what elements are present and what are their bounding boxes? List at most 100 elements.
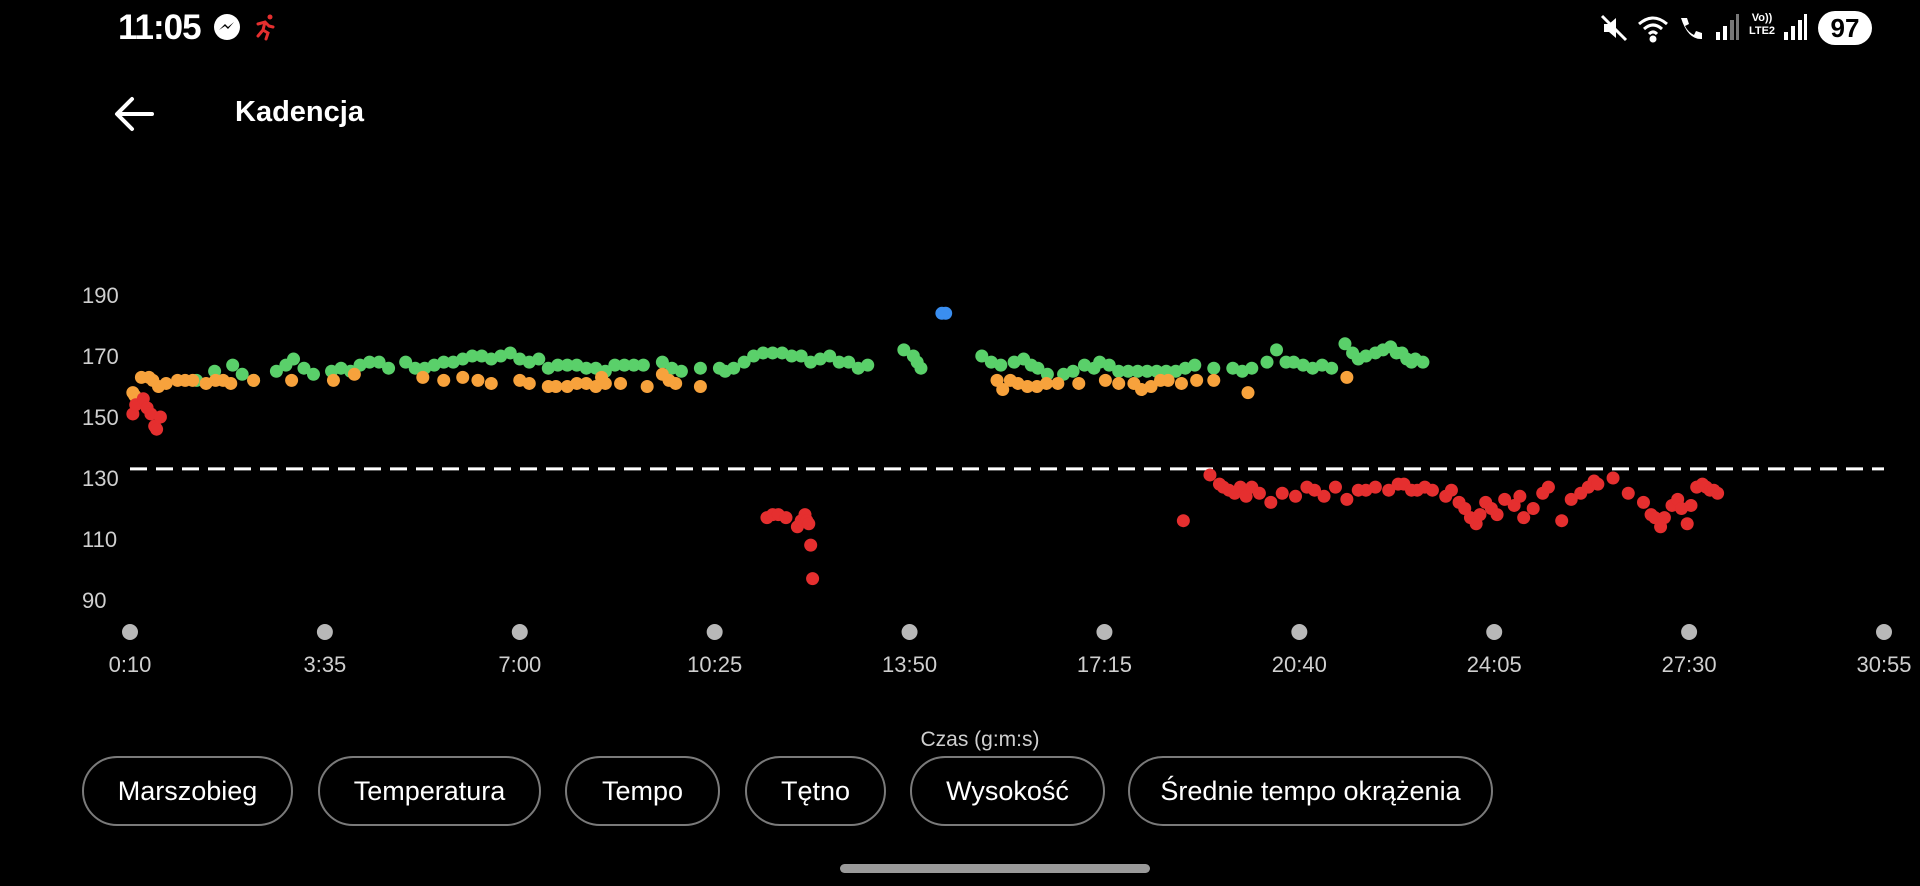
data-point — [1340, 492, 1354, 506]
tab-tetno[interactable]: Tętno — [745, 756, 886, 826]
data-point — [636, 358, 650, 372]
data-point — [655, 355, 669, 369]
data-point — [1131, 364, 1145, 378]
x-tick-label: 10:25 — [687, 652, 742, 677]
data-point — [1425, 483, 1439, 497]
x-tick-label: 24:05 — [1467, 652, 1522, 677]
data-point — [551, 358, 565, 372]
y-tick-label: 170 — [82, 344, 119, 369]
data-point — [456, 370, 470, 384]
data-point — [1112, 364, 1126, 378]
data-point — [159, 376, 173, 390]
data-point — [1072, 376, 1086, 390]
data-point — [532, 352, 546, 366]
data-point — [1245, 361, 1259, 375]
x-tick-marker — [511, 624, 528, 640]
data-point — [1121, 364, 1135, 378]
x-tick-marker — [122, 624, 138, 640]
data-point — [1176, 514, 1190, 528]
volte-icon: Vo)) LTE2 — [1748, 12, 1776, 37]
data-point — [1591, 477, 1605, 491]
arrow-left-icon — [115, 97, 154, 131]
data-point — [153, 410, 167, 424]
tab-srednie-tempo-okrazenia[interactable]: Średnie tempo okrążenia — [1128, 756, 1493, 826]
data-point — [861, 358, 875, 372]
data-point — [1444, 483, 1458, 497]
clock: 11:05 — [118, 8, 202, 47]
wifi-call-icon — [1676, 12, 1710, 49]
tab-wysokosc[interactable]: Wysokość — [910, 756, 1105, 826]
data-point — [975, 349, 989, 363]
data-point — [1328, 480, 1342, 494]
data-point — [1382, 483, 1396, 497]
data-point — [186, 373, 200, 387]
mute-icon — [1598, 12, 1630, 49]
data-point — [1190, 373, 1204, 387]
data-point — [382, 361, 396, 375]
data-point — [503, 346, 517, 360]
app-bar: Kadencja — [0, 80, 1920, 144]
data-point — [939, 306, 953, 320]
data-point — [608, 358, 622, 372]
tab-marszobieg[interactable]: Marszobieg — [82, 756, 293, 826]
x-tick-marker — [1876, 624, 1892, 640]
data-point — [1264, 495, 1278, 509]
data-point — [1051, 376, 1065, 390]
signal-icon — [1782, 12, 1808, 47]
x-axis-title: Czas (g:m:s) — [920, 728, 1040, 751]
x-tick-label: 7:00 — [498, 652, 541, 677]
data-point — [1564, 492, 1578, 506]
x-tick-label: 3:35 — [303, 652, 346, 677]
x-tick-label: 27:30 — [1662, 652, 1717, 677]
y-tick-label: 150 — [82, 405, 119, 430]
y-tick-label: 190 — [82, 283, 119, 308]
data-point — [842, 355, 856, 369]
x-tick-marker — [1291, 624, 1308, 640]
x-tick-marker — [901, 624, 918, 640]
home-indicator[interactable] — [840, 864, 1150, 873]
data-point — [1188, 358, 1202, 372]
tab-tempo[interactable]: Tempo — [565, 756, 720, 826]
data-point — [1102, 358, 1116, 372]
data-point — [1252, 486, 1266, 500]
data-point — [1526, 502, 1540, 515]
data-point — [1517, 511, 1531, 525]
data-point — [640, 380, 654, 393]
data-point — [693, 380, 707, 393]
data-point — [1308, 483, 1322, 497]
x-tick-marker — [316, 624, 333, 640]
data-point — [1140, 364, 1154, 378]
data-point — [627, 358, 641, 372]
data-point — [1066, 364, 1080, 378]
data-point — [1606, 471, 1620, 485]
data-point — [1555, 514, 1569, 528]
data-point — [408, 361, 422, 375]
data-point — [1684, 498, 1698, 512]
x-tick-marker — [706, 624, 723, 640]
data-point — [1260, 355, 1274, 369]
data-point — [832, 355, 846, 369]
y-tick-label: 90 — [82, 588, 106, 613]
data-point — [269, 364, 283, 378]
data-point — [150, 422, 164, 436]
x-tick-label: 13:50 — [882, 652, 937, 677]
x-tick-label: 30:55 — [1856, 652, 1911, 677]
data-point — [1621, 486, 1635, 500]
x-tick-marker — [1096, 624, 1113, 640]
data-point — [437, 355, 451, 369]
data-point — [306, 367, 320, 381]
data-point — [1317, 489, 1331, 503]
data-point — [247, 373, 261, 387]
back-button[interactable] — [108, 88, 160, 140]
tab-temperatura[interactable]: Temperatura — [318, 756, 541, 826]
data-point — [1657, 511, 1671, 525]
data-point — [806, 572, 820, 586]
battery-indicator: 97 — [1818, 11, 1872, 45]
data-point — [674, 364, 688, 378]
data-point — [1636, 495, 1650, 509]
data-point — [1174, 376, 1188, 390]
page-title: Kadencja — [235, 96, 364, 128]
data-point — [693, 361, 707, 375]
data-point — [1098, 373, 1112, 387]
y-tick-label: 110 — [82, 527, 117, 552]
